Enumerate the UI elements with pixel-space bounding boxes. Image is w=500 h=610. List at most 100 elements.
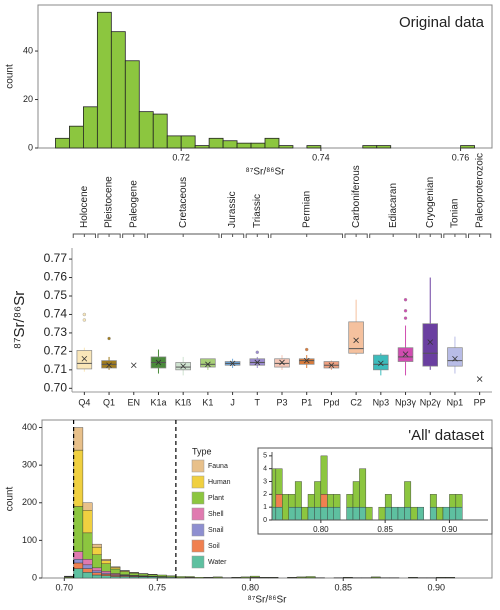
x-tick-label: 0.90 — [442, 525, 458, 534]
legend-label: Snail — [208, 527, 224, 534]
bar-segment — [92, 554, 102, 569]
legend-swatch — [191, 507, 205, 521]
legend-label: Plant — [208, 495, 224, 502]
bar-segment — [307, 506, 315, 520]
outlier — [255, 350, 259, 355]
legend-swatch — [191, 523, 205, 537]
x-tick-label: 0.72 — [172, 152, 190, 162]
x-tick-label: K1ß — [175, 397, 192, 407]
x-tick-label: 0.85 — [334, 582, 352, 592]
bar — [250, 142, 266, 149]
legend-label: Shell — [208, 511, 224, 518]
bar-segment — [275, 494, 283, 508]
bar-segment — [275, 506, 283, 520]
box — [422, 323, 438, 367]
bar-segment — [436, 506, 444, 520]
outlier — [305, 347, 309, 352]
bar-segment — [417, 506, 424, 520]
legend-label: Fauna — [208, 463, 228, 470]
bar-segment — [244, 469, 250, 482]
bar — [152, 113, 168, 149]
bar-segment — [244, 366, 250, 379]
bar-segment — [175, 576, 186, 578]
bar-segment — [314, 506, 322, 520]
bar — [362, 145, 378, 149]
bar-segment — [327, 506, 334, 520]
mean-marker — [106, 362, 112, 369]
bar-segment — [82, 510, 93, 534]
group-bracket — [245, 233, 269, 238]
bar-segment — [218, 353, 224, 391]
bar-segment — [288, 494, 296, 508]
group-label: Paleoproterozoic — [474, 153, 485, 228]
bar-segment — [205, 71, 211, 199]
bar-segment — [92, 567, 102, 572]
bar-segment — [237, 328, 243, 341]
bar-segment — [231, 469, 237, 520]
bar — [180, 135, 196, 149]
group-bracket — [122, 233, 146, 238]
outlier — [82, 318, 87, 322]
bar-segment — [370, 576, 381, 578]
bar-segment — [240, 576, 251, 578]
bar-segment — [147, 574, 158, 577]
group-label: Jurassic — [227, 191, 238, 228]
group-bracket — [270, 233, 344, 238]
bar-segment — [73, 558, 84, 564]
bar-segment — [218, 289, 224, 353]
x-tick-label: 0.75 — [149, 582, 167, 592]
bar-segment — [365, 506, 373, 520]
y-tick-label: 100 — [22, 535, 37, 545]
legend-swatch — [191, 491, 205, 505]
group-bracket — [418, 233, 442, 238]
bar-segment — [119, 576, 130, 579]
y-tick-label: 400 — [22, 422, 37, 432]
bar-segment — [352, 481, 360, 508]
y-tick-label: 0 — [32, 572, 37, 582]
box — [447, 347, 463, 367]
bar — [264, 137, 280, 149]
y-tick-label: 20 — [23, 94, 33, 104]
bar-segment — [449, 494, 457, 508]
bar-segment — [166, 575, 177, 578]
legend-swatch — [191, 539, 205, 553]
bar-segment — [199, 7, 205, 199]
x-tick-label: 0.85 — [377, 525, 393, 534]
y-tick-label: 0.75 — [44, 288, 68, 302]
group-label: Triassic — [252, 194, 263, 228]
x-tick-label: 0.76 — [452, 152, 470, 162]
bar-segment — [391, 506, 399, 520]
bar-segment — [157, 574, 167, 577]
bar-segment — [305, 576, 316, 578]
bar — [208, 137, 224, 149]
group-label: Cryogenian — [425, 177, 436, 228]
x-tick-label: Np2γ — [420, 397, 442, 407]
x-tick-label: C2 — [350, 397, 362, 407]
bar-segment — [101, 575, 112, 579]
bar-segment — [101, 574, 112, 576]
group-bracket — [344, 233, 368, 238]
bar-segment — [129, 572, 139, 576]
bar — [96, 11, 112, 149]
bar-segment — [327, 494, 334, 508]
mean-marker — [476, 376, 483, 382]
bar-segment — [237, 430, 243, 443]
mean-marker — [427, 339, 434, 345]
y-tick-label: 0.70 — [44, 380, 68, 394]
bar-segment — [320, 506, 328, 520]
group-label: Pleistocene — [104, 176, 115, 228]
bar-segment — [199, 0, 205, 7]
group-bracket — [468, 233, 492, 238]
bar-segment — [244, 456, 250, 469]
group-label: Permian — [301, 191, 312, 228]
x-tick-label: Np3 — [373, 397, 390, 407]
y-tick-label: 200 — [22, 497, 37, 507]
bar-segment — [333, 506, 341, 520]
bar-segment — [194, 577, 204, 579]
y-tick-label: 300 — [22, 460, 37, 470]
y-tick-label: 0 — [28, 142, 33, 152]
bar-segment — [73, 551, 84, 560]
bar — [110, 31, 126, 149]
mean-marker — [279, 359, 285, 366]
